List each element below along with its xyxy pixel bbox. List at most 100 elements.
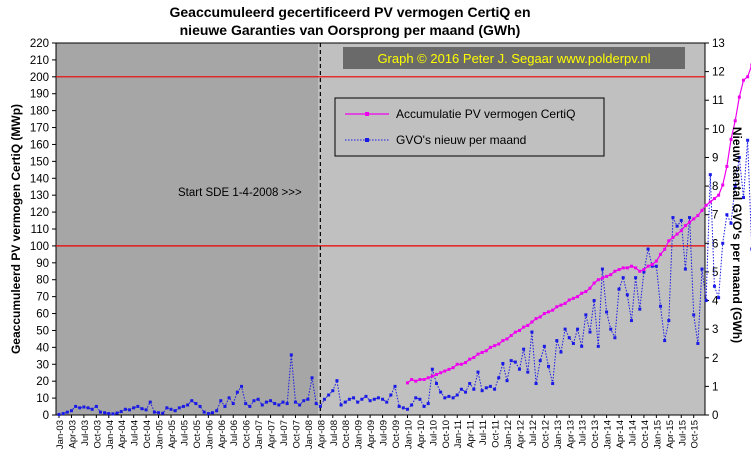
accumulatie-point <box>580 291 584 295</box>
x-tick-label: Jan-08 <box>304 420 315 449</box>
x-tick-label: Jul-11 <box>478 420 489 445</box>
gvo-point <box>78 406 82 410</box>
x-tick-label: Jan-15 <box>652 420 663 449</box>
gvo-point <box>240 384 244 388</box>
x-tick-label: Apr-06 <box>217 420 228 449</box>
gvo-point <box>356 400 360 404</box>
gvo-point <box>617 287 621 291</box>
gvo-point <box>451 396 455 400</box>
x-tick-label: Jul-08 <box>329 420 340 446</box>
gvo-point <box>173 409 177 413</box>
gvo-point <box>405 407 409 411</box>
x-tick-label: Jul-06 <box>229 420 240 446</box>
gvo-point <box>559 350 563 354</box>
accumulatie-point <box>617 268 621 272</box>
accumulatie-point <box>476 352 480 356</box>
y-left-tick-label: 180 <box>30 106 49 118</box>
gvo-point <box>132 406 136 410</box>
accumulatie-point <box>650 263 654 267</box>
x-tick-label: Jul-09 <box>379 420 390 446</box>
gvo-point <box>372 397 376 401</box>
gvo-point <box>256 397 260 401</box>
gvo-point <box>144 408 148 412</box>
gvo-point <box>227 396 231 400</box>
reference-lines <box>56 76 705 247</box>
accumulatie-point <box>418 377 422 381</box>
gvo-point <box>629 319 633 323</box>
gvo-point <box>430 367 434 371</box>
x-tick-label: Oct-15 <box>690 420 701 449</box>
gvo-point <box>352 396 356 400</box>
accumulatie-point <box>484 349 488 353</box>
accumulatie-point <box>447 367 451 371</box>
x-tick-label: Oct-12 <box>540 420 551 449</box>
gvo-point <box>435 382 439 386</box>
y-left-tick-label: 20 <box>36 376 49 388</box>
gvo-point <box>244 402 248 406</box>
gvo-point <box>140 407 144 411</box>
x-tick-label: Apr-14 <box>615 420 626 449</box>
gvo-point <box>484 386 488 390</box>
gvo-point <box>347 397 351 401</box>
gvo-point <box>588 330 592 334</box>
gvo-point <box>600 267 604 271</box>
x-tick-label: Jan-10 <box>403 420 414 449</box>
x-tick-label: Oct-13 <box>590 420 601 449</box>
accumulatie-point <box>459 362 463 366</box>
accumulatie-point <box>505 337 509 341</box>
y-axis-left-label: Geaccumuleerd PV vermogen CertiQ (MWp) <box>9 104 23 354</box>
y-right-tick-label: 9 <box>712 152 718 164</box>
x-tick-label: Jan-09 <box>354 420 365 449</box>
accumulatie-point <box>638 269 642 273</box>
accumulatie-point <box>704 203 708 207</box>
gvo-point <box>426 402 430 406</box>
y-left-tick-label: 50 <box>36 325 49 337</box>
gvo-point <box>609 327 613 331</box>
gvo-point <box>302 399 306 403</box>
y-left-tick-label: 90 <box>36 258 49 270</box>
gvo-point <box>476 370 480 374</box>
gvo-point <box>605 310 609 314</box>
accumulatie-point <box>679 229 683 233</box>
y-right-tick-label: 8 <box>712 181 718 193</box>
legend-accum-swatch-marker <box>365 112 369 116</box>
gvo-point <box>443 396 447 400</box>
accumulatie-point <box>435 372 439 376</box>
gvo-point <box>314 402 318 406</box>
y-left-tick-label: 30 <box>36 359 49 371</box>
gvo-point <box>459 387 463 391</box>
gvo-point <box>165 406 169 410</box>
gvo-point <box>264 400 268 404</box>
accumulatie-point <box>663 247 667 251</box>
accumulatie-point <box>671 235 675 239</box>
gvo-point <box>231 402 235 406</box>
gvo-point <box>397 404 401 408</box>
x-tick-label: Oct-04 <box>142 420 153 449</box>
accumulatie-point <box>592 281 596 285</box>
y-right-tick-label: 5 <box>712 267 718 279</box>
x-tick-label: Apr-12 <box>515 420 526 449</box>
gvo-point <box>580 344 584 348</box>
gvo-point <box>273 402 277 406</box>
y-left-tick-label: 10 <box>36 393 49 405</box>
chart-title-line2: nieuwe Garanties van Oorsprong per maand… <box>180 22 521 38</box>
y-left-tick-label: 170 <box>30 123 49 135</box>
gvo-point <box>235 390 239 394</box>
x-tick-label: Apr-08 <box>316 420 327 449</box>
x-tick-label: Oct-06 <box>242 420 253 449</box>
accumulatie-point <box>621 266 625 270</box>
accumulatie-point <box>534 317 538 321</box>
gvo-point <box>464 390 468 394</box>
accumulatie-point <box>609 273 613 277</box>
x-tick-label: Jan-07 <box>254 420 265 449</box>
y-left-tick-label: 160 <box>30 139 49 151</box>
gvo-point <box>447 394 451 398</box>
y-left-tick-label: 120 <box>30 207 49 219</box>
gvo-point <box>746 138 750 142</box>
gvo-point <box>115 411 119 415</box>
x-tick-label: Jul-10 <box>428 420 439 446</box>
y-right-tick-label: 6 <box>712 238 718 250</box>
gvo-point <box>322 397 326 401</box>
y-left-tick-label: 140 <box>30 173 49 185</box>
